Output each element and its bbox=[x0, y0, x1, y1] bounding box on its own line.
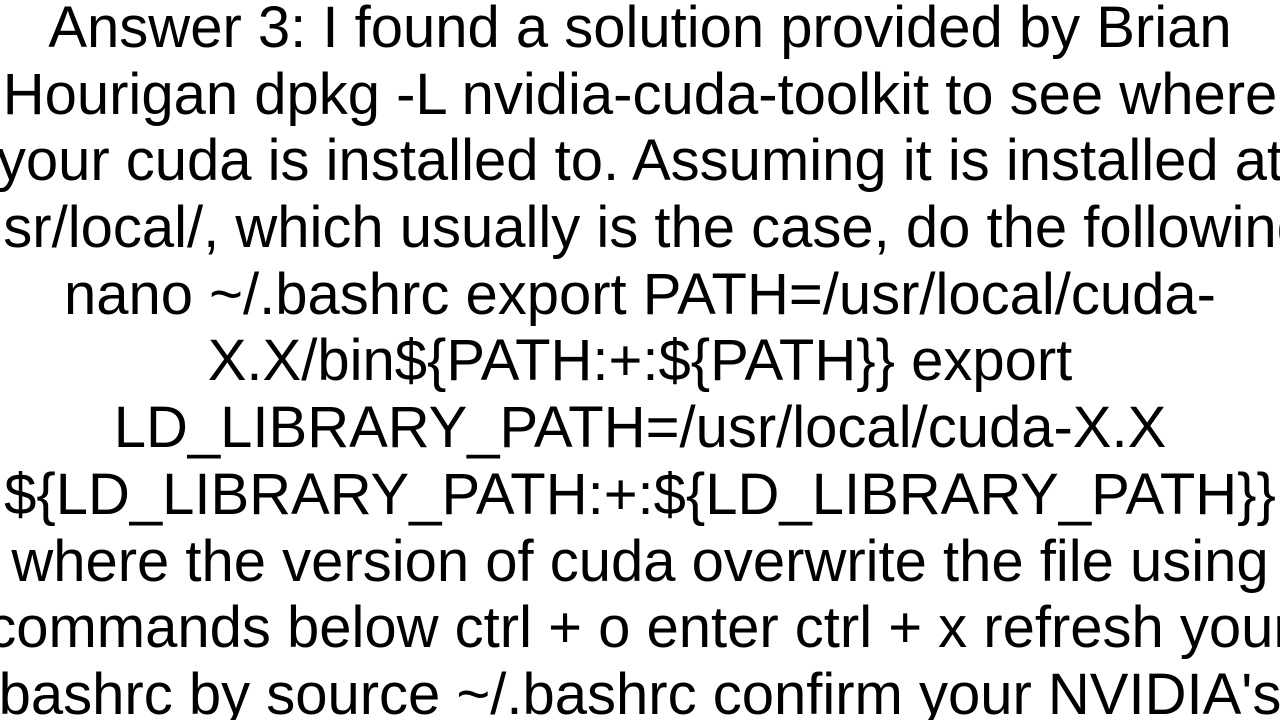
document-body-text: Answer 3: I found a solution provided by… bbox=[0, 0, 1280, 720]
